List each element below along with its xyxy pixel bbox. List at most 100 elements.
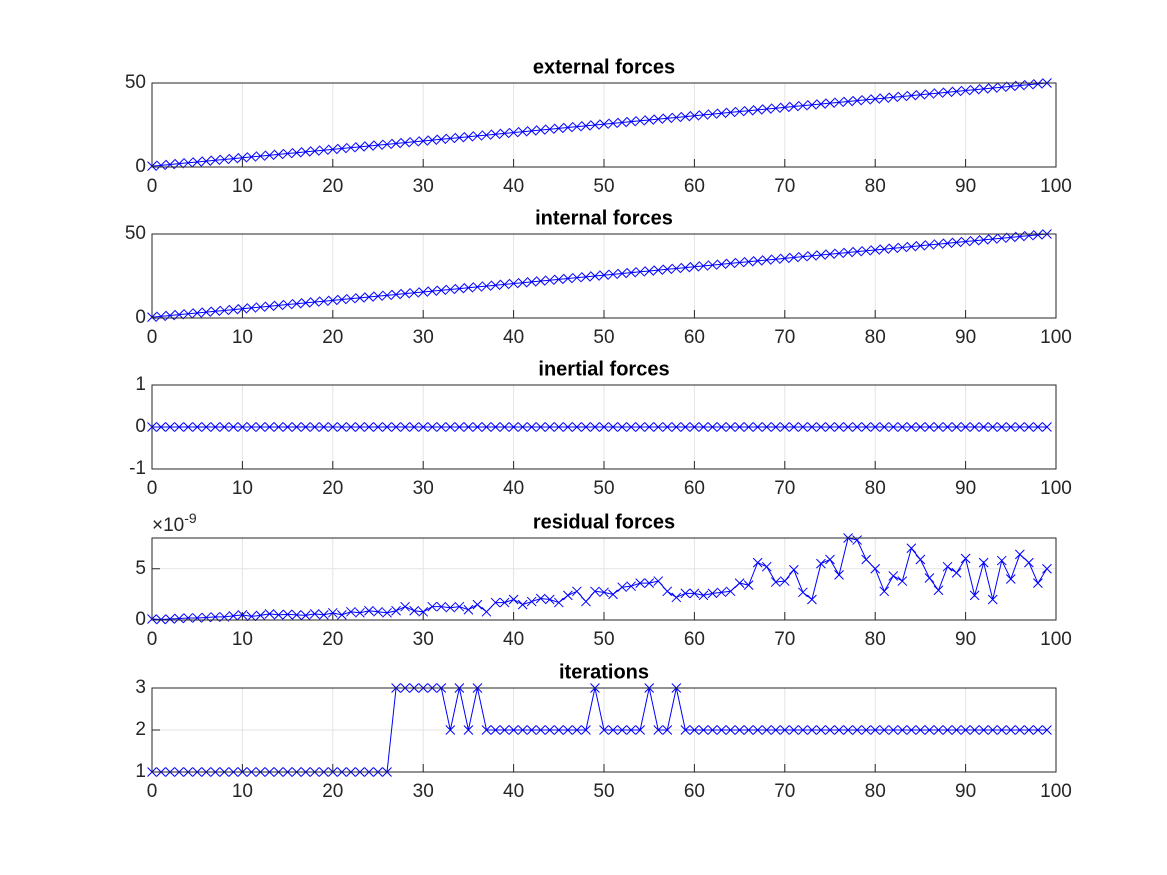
marker	[400, 422, 410, 432]
marker	[1033, 725, 1043, 735]
x-tick-label: 50	[593, 629, 614, 650]
x-tick-label: 60	[684, 327, 705, 348]
marker	[355, 422, 365, 432]
marker	[192, 308, 203, 318]
marker	[418, 422, 429, 432]
marker	[987, 594, 998, 605]
marker	[572, 272, 582, 283]
marker	[553, 422, 564, 432]
marker	[626, 116, 636, 127]
marker	[897, 91, 908, 102]
marker	[1005, 725, 1016, 735]
marker	[689, 110, 700, 121]
marker	[581, 725, 591, 735]
marker	[572, 725, 582, 735]
marker	[255, 610, 266, 621]
marker	[526, 277, 537, 287]
marker	[599, 422, 609, 432]
marker	[798, 251, 808, 262]
marker	[752, 725, 763, 735]
chart-title: iterations	[559, 661, 649, 683]
marker	[770, 254, 781, 265]
marker	[210, 306, 221, 317]
marker	[590, 586, 600, 597]
marker	[743, 422, 754, 432]
marker	[996, 725, 1007, 735]
marker	[942, 725, 953, 735]
marker	[581, 120, 591, 131]
marker	[481, 422, 492, 432]
marker	[228, 611, 239, 621]
marker	[635, 725, 646, 735]
marker	[300, 298, 311, 308]
marker	[843, 247, 853, 258]
marker	[237, 422, 248, 432]
marker	[454, 132, 465, 143]
marker	[635, 578, 646, 588]
marker	[228, 422, 239, 432]
marker	[924, 89, 935, 99]
marker	[237, 303, 248, 314]
marker	[1014, 725, 1025, 735]
marker	[382, 422, 392, 432]
marker	[996, 422, 1007, 432]
marker	[861, 245, 872, 256]
marker	[987, 234, 998, 244]
marker	[924, 725, 935, 735]
marker	[445, 725, 456, 735]
x-tick-label: 10	[232, 478, 253, 499]
x-tick-label: 0	[147, 176, 158, 197]
marker	[201, 307, 212, 317]
marker	[653, 422, 664, 432]
marker	[553, 725, 564, 735]
marker	[816, 422, 826, 432]
marker	[472, 422, 483, 432]
marker	[237, 152, 248, 163]
marker	[942, 87, 953, 98]
marker	[409, 422, 420, 432]
marker	[526, 126, 537, 136]
axes-box	[151, 537, 1057, 621]
marker	[282, 422, 293, 432]
marker	[725, 725, 736, 735]
marker	[1024, 79, 1034, 90]
x-tick-label: 50	[593, 327, 614, 348]
x-tick-label: 90	[955, 629, 976, 650]
marker	[816, 558, 826, 569]
marker	[960, 725, 971, 735]
marker	[445, 422, 456, 432]
y-multiplier: ×10-9	[152, 510, 197, 536]
marker	[843, 422, 853, 432]
marker	[346, 422, 356, 432]
marker	[318, 422, 329, 432]
marker	[653, 114, 664, 124]
marker	[174, 422, 184, 432]
marker	[382, 290, 392, 301]
marker	[400, 601, 410, 612]
x-tick-label: 30	[413, 478, 434, 499]
marker	[499, 725, 510, 735]
marker	[599, 587, 609, 598]
marker	[183, 422, 194, 432]
marker	[364, 141, 374, 151]
marker	[924, 422, 935, 432]
marker	[1005, 422, 1016, 432]
marker	[978, 725, 989, 735]
marker	[689, 588, 700, 599]
marker	[608, 422, 618, 432]
marker	[879, 422, 890, 432]
marker	[463, 725, 474, 735]
marker	[662, 725, 673, 735]
marker	[987, 725, 998, 735]
marker	[544, 422, 555, 432]
marker	[689, 261, 700, 272]
marker	[671, 422, 682, 432]
marker	[698, 261, 709, 271]
marker	[816, 725, 826, 735]
marker	[490, 597, 501, 608]
marker	[617, 725, 627, 735]
marker	[960, 422, 971, 432]
marker	[626, 725, 636, 735]
marker	[400, 288, 410, 299]
